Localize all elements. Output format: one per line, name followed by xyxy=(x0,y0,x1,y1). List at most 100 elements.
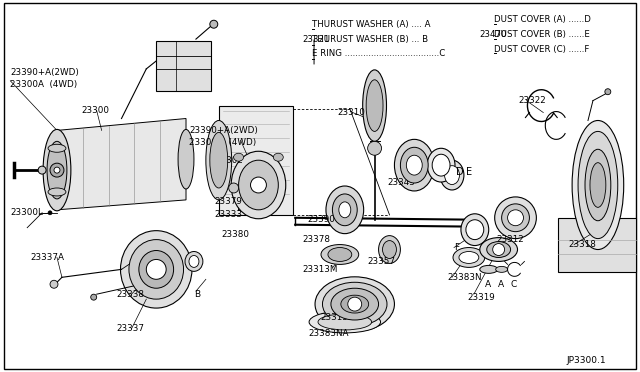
Ellipse shape xyxy=(273,153,284,161)
Ellipse shape xyxy=(378,235,401,263)
Ellipse shape xyxy=(234,153,244,161)
Ellipse shape xyxy=(406,155,422,175)
Text: 23337: 23337 xyxy=(116,324,145,333)
Ellipse shape xyxy=(318,314,372,330)
Circle shape xyxy=(508,210,524,226)
Ellipse shape xyxy=(580,141,615,229)
Ellipse shape xyxy=(587,156,609,214)
Ellipse shape xyxy=(120,231,192,308)
Circle shape xyxy=(605,89,611,95)
Text: DUST COVER (A) ......D: DUST COVER (A) ......D xyxy=(493,15,591,24)
Ellipse shape xyxy=(185,251,203,271)
Text: 23300A  (4WD): 23300A (4WD) xyxy=(189,138,256,147)
Bar xyxy=(156,41,211,91)
Ellipse shape xyxy=(363,70,387,141)
Bar xyxy=(219,106,293,215)
Ellipse shape xyxy=(328,247,352,262)
Circle shape xyxy=(147,259,166,279)
Ellipse shape xyxy=(453,247,484,267)
Polygon shape xyxy=(57,119,186,210)
Circle shape xyxy=(348,297,362,311)
Text: 23312: 23312 xyxy=(497,235,524,244)
Ellipse shape xyxy=(495,197,536,238)
Circle shape xyxy=(493,244,504,256)
Text: 23383N: 23383N xyxy=(447,273,481,282)
Text: 23390+A(2WD): 23390+A(2WD) xyxy=(10,68,79,77)
Text: A: A xyxy=(484,280,491,289)
Text: 23313M: 23313M xyxy=(302,265,337,274)
Ellipse shape xyxy=(440,160,464,190)
Ellipse shape xyxy=(48,188,66,196)
Ellipse shape xyxy=(502,204,529,232)
Ellipse shape xyxy=(466,220,484,240)
Text: E RING ....................................C: E RING .................................… xyxy=(312,48,445,58)
Text: A: A xyxy=(498,280,504,289)
Ellipse shape xyxy=(367,141,381,155)
Text: 23313: 23313 xyxy=(320,312,348,321)
Text: 23338: 23338 xyxy=(116,290,145,299)
Text: 23300A  (4WD): 23300A (4WD) xyxy=(10,80,77,89)
Ellipse shape xyxy=(309,311,381,333)
Text: THURUST WASHER (B) ... B: THURUST WASHER (B) ... B xyxy=(312,35,428,44)
Ellipse shape xyxy=(459,251,479,263)
Ellipse shape xyxy=(480,238,518,262)
Bar xyxy=(558,218,636,272)
Text: B: B xyxy=(194,290,200,299)
Text: F: F xyxy=(454,243,459,252)
Ellipse shape xyxy=(326,186,364,234)
Text: 23302: 23302 xyxy=(216,156,244,165)
Ellipse shape xyxy=(572,121,624,250)
Text: 23319: 23319 xyxy=(467,293,495,302)
Text: 23379: 23379 xyxy=(215,198,243,206)
Text: DUST COVER (B) ......E: DUST COVER (B) ......E xyxy=(493,30,589,39)
Ellipse shape xyxy=(480,265,498,273)
Text: 23378: 23378 xyxy=(302,235,330,244)
Text: E: E xyxy=(466,167,472,177)
Text: 23333: 23333 xyxy=(215,210,243,219)
Text: THURUST WASHER (A) .... A: THURUST WASHER (A) .... A xyxy=(312,20,431,29)
Text: 23390: 23390 xyxy=(307,215,335,224)
Ellipse shape xyxy=(366,80,383,131)
Ellipse shape xyxy=(129,240,184,299)
Circle shape xyxy=(228,183,239,193)
Ellipse shape xyxy=(210,132,228,188)
Text: 23337A: 23337A xyxy=(30,253,64,262)
Ellipse shape xyxy=(239,160,278,210)
Ellipse shape xyxy=(445,166,460,185)
Text: D: D xyxy=(456,167,463,177)
Ellipse shape xyxy=(47,141,67,199)
Circle shape xyxy=(54,167,60,173)
Circle shape xyxy=(38,166,46,174)
Ellipse shape xyxy=(578,131,618,238)
Text: 23343: 23343 xyxy=(387,177,415,186)
Ellipse shape xyxy=(394,140,434,191)
Ellipse shape xyxy=(590,163,606,207)
Circle shape xyxy=(210,20,218,28)
Ellipse shape xyxy=(339,202,351,218)
Text: 23300: 23300 xyxy=(82,106,110,115)
Ellipse shape xyxy=(427,148,455,182)
Text: 23310: 23310 xyxy=(338,108,365,117)
Ellipse shape xyxy=(341,295,369,313)
Text: 23383NA: 23383NA xyxy=(308,329,349,339)
Text: DUST COVER (C) ......F: DUST COVER (C) ......F xyxy=(493,45,589,54)
Ellipse shape xyxy=(432,154,450,176)
Text: C: C xyxy=(511,280,517,289)
Ellipse shape xyxy=(331,288,378,320)
Ellipse shape xyxy=(178,129,194,189)
Ellipse shape xyxy=(231,151,285,219)
Ellipse shape xyxy=(315,277,394,331)
Text: 23322: 23322 xyxy=(518,96,547,105)
Ellipse shape xyxy=(48,144,66,152)
Ellipse shape xyxy=(585,149,611,221)
Ellipse shape xyxy=(487,241,511,257)
Circle shape xyxy=(48,211,52,215)
Text: JP3300.1: JP3300.1 xyxy=(566,356,606,365)
Ellipse shape xyxy=(189,256,199,267)
Ellipse shape xyxy=(495,266,508,272)
Text: 23357: 23357 xyxy=(367,257,396,266)
Text: 23470: 23470 xyxy=(480,30,508,39)
Ellipse shape xyxy=(206,121,232,200)
Text: 23300L: 23300L xyxy=(10,208,44,217)
Circle shape xyxy=(91,294,97,300)
